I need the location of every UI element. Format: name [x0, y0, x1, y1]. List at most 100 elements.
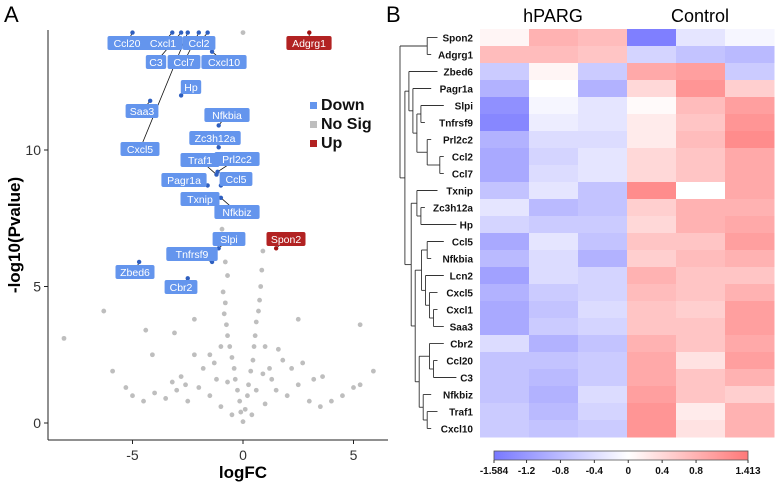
- legend-swatch-up: [310, 140, 317, 147]
- heatmap-cell: [578, 63, 628, 81]
- heatmap-cell: [480, 301, 530, 319]
- heatmap-cell: [725, 318, 775, 336]
- y-tick-label: 5: [33, 279, 41, 295]
- row-label: Ccl7: [452, 170, 474, 181]
- heatmap-cell: [725, 199, 775, 217]
- heatmap-cell: [627, 250, 677, 268]
- row-label: Spon2: [442, 34, 473, 45]
- gene-label: Cbr2: [170, 282, 193, 294]
- nosig-point: [101, 308, 107, 314]
- heatmap-cell: [529, 267, 579, 285]
- heatmap-cell: [725, 352, 775, 370]
- gene-label-box: [166, 247, 218, 261]
- heatmap-cell: [725, 284, 775, 302]
- heatmap-cell: [480, 250, 530, 268]
- heatmap-cell: [676, 386, 726, 404]
- nosig-point: [218, 404, 224, 410]
- heatmap-cell: [578, 386, 628, 404]
- heatmap-cell: [480, 80, 530, 98]
- colorbar-tick-label: -1.2: [518, 466, 536, 477]
- gene-point-cxcl10: [209, 49, 215, 54]
- nosig-point: [252, 333, 258, 339]
- heatmap-cell: [578, 165, 628, 183]
- gene-label-box: [164, 280, 198, 294]
- nosig-point: [185, 398, 191, 404]
- heatmap-cell: [676, 318, 726, 336]
- nosig-point: [245, 393, 250, 399]
- gene-point-nfkbiz: [218, 195, 224, 200]
- nosig-point: [225, 379, 230, 385]
- heatmap-cell: [529, 284, 579, 302]
- heatmap-cell: [627, 63, 677, 81]
- gene-label-box: [214, 152, 260, 166]
- nosig-point: [357, 322, 363, 328]
- nosig-point: [229, 355, 235, 360]
- row-label: Hp: [460, 221, 473, 232]
- heatmap-cell: [725, 301, 775, 319]
- heatmap-cell: [529, 335, 579, 353]
- row-label: Nfkbiz: [443, 391, 473, 402]
- gene-label: Ccl20: [114, 38, 141, 50]
- colorbar-tick-label: 1.413: [735, 466, 760, 477]
- gene-label: Adgrg1: [292, 38, 326, 50]
- heatmap-cell: [578, 420, 628, 438]
- heatmap-cell: [480, 148, 530, 166]
- legend-label: No Sig: [321, 116, 372, 133]
- nosig-point: [123, 385, 129, 390]
- heatmap-cell: [529, 318, 579, 336]
- nosig-point: [340, 393, 345, 399]
- heatmap-cell: [529, 148, 579, 166]
- nosig-point: [221, 311, 227, 317]
- heatmap-cell: [676, 335, 726, 353]
- nosig-point: [280, 357, 286, 363]
- gene-label: Ccl7: [173, 57, 194, 69]
- gene-label-box: [201, 55, 247, 69]
- gene-label-box: [120, 142, 160, 156]
- nosig-point: [237, 398, 243, 404]
- gene-label-box: [219, 172, 253, 186]
- nosig-point: [248, 368, 254, 374]
- row-label: Saa3: [450, 323, 474, 334]
- gene-point-cbr2: [185, 276, 190, 281]
- heatmap-cell: [627, 216, 677, 234]
- heatmap-cell: [578, 352, 628, 370]
- nosig-point: [149, 352, 155, 358]
- heatmap-cell: [627, 80, 677, 98]
- gene-label: Cxcl10: [208, 57, 240, 69]
- gene-label-box: [107, 36, 147, 50]
- heatmap-cell: [480, 420, 530, 438]
- nosig-point: [273, 387, 279, 393]
- nosig-point: [222, 300, 228, 306]
- heatmap-cell: [676, 301, 726, 319]
- row-label: Cbr2: [450, 340, 473, 351]
- heatmap-cell: [725, 97, 775, 115]
- nosig-point: [178, 374, 184, 379]
- panel-label-b: B: [386, 2, 401, 27]
- legend-label: Up: [321, 135, 343, 152]
- group-label-control: Control: [671, 6, 729, 26]
- y-tick-label: 0: [33, 415, 41, 431]
- heatmap-cell: [676, 182, 726, 200]
- legend-label: Down: [321, 97, 365, 114]
- heatmap-cell: [578, 369, 628, 387]
- heatmap-cell: [676, 250, 726, 268]
- nosig-point: [351, 385, 356, 390]
- gene-point-zbed6: [136, 259, 142, 265]
- heatmap-cell: [529, 131, 579, 149]
- gene-label: Traf1: [188, 155, 212, 167]
- nosig-point: [191, 316, 197, 322]
- heatmap-cell: [529, 97, 579, 115]
- heatmap-cell: [480, 216, 530, 234]
- heatmap-cell: [725, 80, 775, 98]
- nosig-point: [207, 393, 213, 399]
- gene-point-cxcl1: [170, 30, 175, 35]
- gene-label-box: [180, 153, 220, 167]
- row-label: Cxcl10: [441, 425, 474, 436]
- heatmap-cell: [480, 318, 530, 336]
- heatmap-cell: [578, 182, 628, 200]
- x-axis-title: logFC: [219, 463, 267, 482]
- nosig-point: [110, 368, 116, 374]
- row-label: Ccl2: [452, 153, 474, 164]
- heatmap-cell: [627, 369, 677, 387]
